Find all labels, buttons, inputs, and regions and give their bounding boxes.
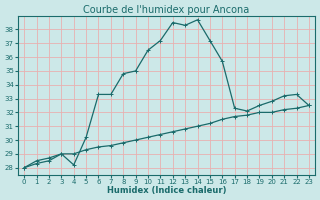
X-axis label: Humidex (Indice chaleur): Humidex (Indice chaleur) — [107, 186, 226, 195]
Title: Courbe de l'humidex pour Ancona: Courbe de l'humidex pour Ancona — [84, 5, 250, 15]
